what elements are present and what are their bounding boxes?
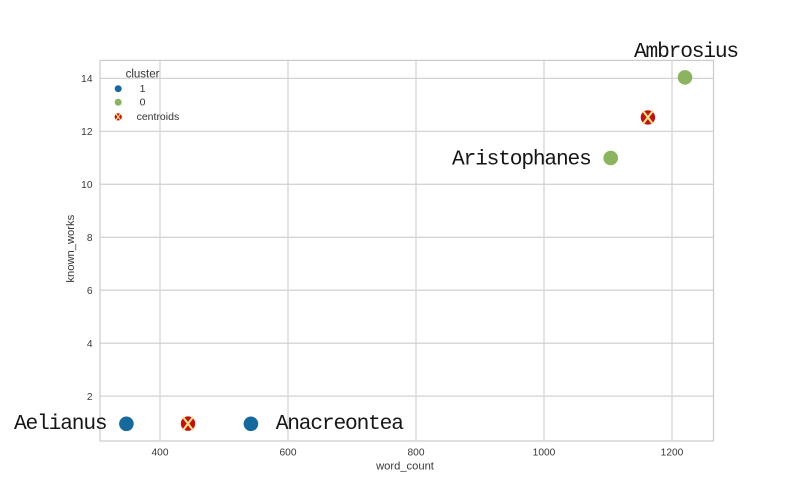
svg-text:12: 12 xyxy=(81,127,93,138)
svg-text:8: 8 xyxy=(87,233,93,244)
svg-text:14: 14 xyxy=(81,74,93,85)
svg-text:6: 6 xyxy=(87,286,93,297)
svg-text:400: 400 xyxy=(152,447,169,458)
svg-text:word_count: word_count xyxy=(375,461,435,473)
svg-text:800: 800 xyxy=(408,447,425,458)
svg-text:Anacreontea: Anacreontea xyxy=(276,412,404,436)
svg-text:Aristophanes: Aristophanes xyxy=(452,147,591,171)
svg-text:Aelianus: Aelianus xyxy=(14,412,106,436)
svg-text:600: 600 xyxy=(280,447,297,458)
svg-text:known_works: known_works xyxy=(65,214,77,282)
svg-text:0: 0 xyxy=(140,97,146,109)
svg-text:cluster: cluster xyxy=(126,69,160,81)
svg-text:1: 1 xyxy=(140,83,146,95)
svg-text:1200: 1200 xyxy=(661,447,684,458)
svg-text:Ambrosius: Ambrosius xyxy=(634,40,738,64)
svg-text:2: 2 xyxy=(87,392,93,403)
svg-text:10: 10 xyxy=(81,180,93,191)
svg-text:centroids: centroids xyxy=(137,111,180,123)
svg-text:1000: 1000 xyxy=(533,447,556,458)
svg-text:4: 4 xyxy=(87,339,93,350)
